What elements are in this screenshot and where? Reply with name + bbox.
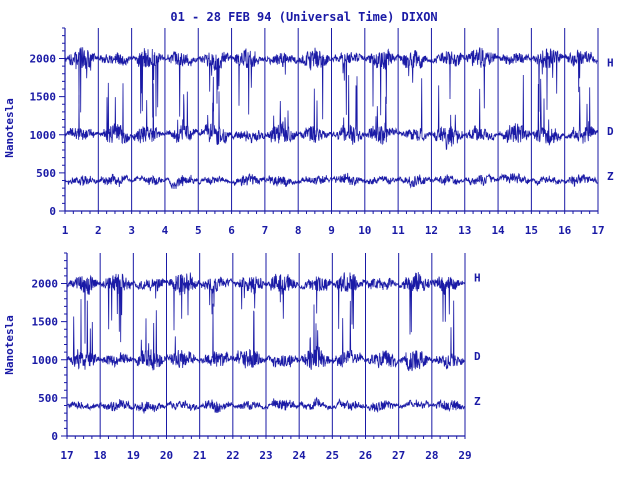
panel-1-y-tick-label: 1000 [30,129,57,142]
panel-1-x-tick-label: 10 [358,224,371,237]
panel-2-x-tick-label: 24 [293,449,307,462]
panel-2-x-tick-label: 26 [359,449,373,462]
panel-2-series-z-label: Z [474,395,481,408]
panel-2-y-tick-label: 0 [51,430,58,443]
panel-2-y-tick-label: 1000 [32,354,59,367]
panel-1-x-tick-label: 17 [591,224,604,237]
panel-2-x-tick-label: 25 [326,449,339,462]
panel-2-x-tick-label: 17 [60,449,73,462]
y-axis-label-top: Nanotesla [3,98,16,158]
panel-1-x-tick-label: 5 [195,224,202,237]
panel-2-x-tick-label: 29 [458,449,471,462]
panel-1-y-tick-label: 0 [49,205,56,218]
panel-2-x-tick-label: 23 [259,449,272,462]
panel-1-y-tick-label: 500 [36,167,56,180]
panel-1-x-tick-label: 6 [228,224,235,237]
panel-1-y-tick-label: 2000 [30,53,57,66]
panel-1-x-tick-label: 13 [458,224,471,237]
panel-1-x-tick-label: 16 [558,224,572,237]
y-axis-label-bottom: Nanotesla [3,315,16,375]
panel-1-x-tick-label: 1 [62,224,69,237]
panel-1-x-tick-label: 9 [328,224,335,237]
panel-1-x-tick-label: 7 [262,224,269,237]
panel-1-x-tick-label: 15 [525,224,538,237]
panel-2-y-tick-label: 2000 [32,278,59,291]
panel-2-y-tick-label: 1500 [32,316,59,329]
panel-1-series-h-label: H [607,56,614,69]
panel-2-series-d-label: D [474,350,481,363]
panel-2-series-z-line [66,396,466,414]
chart-title: 01 - 28 FEB 94 (Universal Time) DIXON [170,10,437,24]
panel-2-x-tick-label: 21 [193,449,207,462]
panel-2-series-d-line [66,299,466,372]
panel-1-x-tick-label: 14 [491,224,505,237]
panel-1-x-tick-label: 12 [425,224,438,237]
panel-2-x-tick-label: 28 [425,449,438,462]
panel-2-x-tick-label: 18 [94,449,107,462]
panel-2-series-h-label: H [474,271,481,284]
panel-1-series-h-line [64,47,599,120]
panel-2-x-tick-label: 27 [392,449,405,462]
panel-1-y-tick-label: 1500 [30,91,57,104]
panel-1-series-z-label: Z [607,170,614,183]
panel-1-series-d-line [64,74,599,151]
panel-2-x-tick-label: 20 [160,449,173,462]
panel-1-x-tick-label: 2 [95,224,102,237]
panel-1-series-d-label: D [607,125,614,138]
panel-2-x-tick-label: 22 [226,449,239,462]
panel-2-series-h-line [66,272,466,344]
panel-1-x-tick-label: 8 [295,224,302,237]
panel-1-series-z-line [64,172,599,190]
panel-1-x-tick-label: 3 [128,224,135,237]
panel-2-x-tick-label: 19 [127,449,140,462]
panel-2-y-tick-label: 500 [38,392,58,405]
panel-1-x-tick-label: 11 [392,224,406,237]
panel-1-x-tick-label: 4 [162,224,169,237]
